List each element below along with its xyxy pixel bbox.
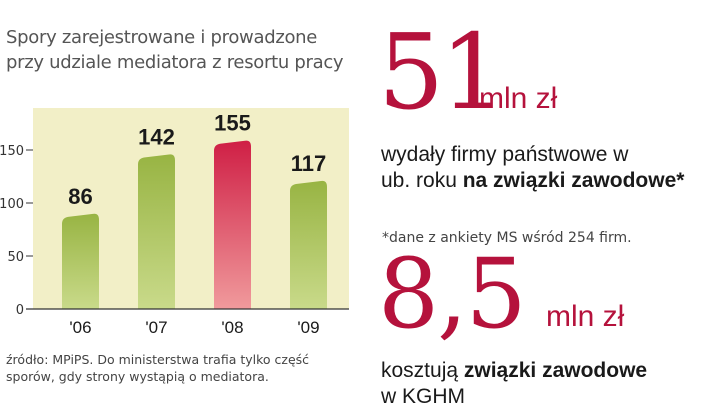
stat2-number: 8,5 <box>378 238 527 350</box>
stat2-desc-line-1: kosztują <box>381 359 464 382</box>
y-tick-label: 150 <box>0 144 24 159</box>
bar-1 <box>138 154 175 309</box>
chart-title: Spory zarejestrowane i prowadzone przy u… <box>6 25 366 75</box>
bar-value-label: 155 <box>214 111 251 136</box>
y-tick-label: 50 <box>7 250 24 265</box>
x-tick-label: '07 <box>145 318 167 337</box>
bar-value-label: 86 <box>68 184 92 209</box>
y-tick-label: 0 <box>16 303 24 318</box>
chart-title-line-2: przy udziale mediatora z resortu pracy <box>6 52 344 73</box>
bar-0 <box>62 213 99 309</box>
y-tick-label: 100 <box>0 197 24 212</box>
stat1-unit: mln zł <box>479 82 558 115</box>
stat1-desc-line-2-bold: na związki zawodowe* <box>462 169 685 192</box>
bar-2 <box>214 140 251 309</box>
x-tick-label: '09 <box>297 318 319 337</box>
stat1-number: 51 <box>378 11 506 133</box>
x-tick-label: '08 <box>221 318 243 337</box>
source-note: źródło: MPiPS. Do ministerstwa trafia ty… <box>6 351 366 385</box>
bar-3 <box>290 180 327 309</box>
bar-chart: 0 50 100 150 86 '06 142 '07 155 '08 117 '09 <box>0 108 349 337</box>
stat1-desc-line-2: ub. roku <box>381 169 463 192</box>
stat2-desc-line-1-bold: związki zawodowe <box>463 359 648 382</box>
stat2-description: kosztują związki zawodowe w KGHM <box>381 358 647 410</box>
stat2-unit: mln zł <box>546 300 625 333</box>
chart-title-line-1: Spory zarejestrowane i prowadzone <box>6 27 318 48</box>
bar-value-label: 142 <box>138 124 175 149</box>
source-line-2: sporów, gdy strony wystąpią o mediatora. <box>6 369 269 384</box>
stat1-description: wydały firmy państwowe w ub. roku na zwi… <box>381 142 684 194</box>
stat1-footnote: *dane z ankiety MS wśród 254 firm. <box>382 230 632 246</box>
stat2-desc-line-2: w KGHM <box>381 385 465 408</box>
source-line-1: źródło: MPiPS. Do ministerstwa trafia ty… <box>6 352 310 367</box>
x-tick-label: '06 <box>69 318 91 337</box>
bar-value-label: 117 <box>291 151 327 176</box>
stat1-desc-line-1: wydały firmy państwowe w <box>381 143 629 166</box>
